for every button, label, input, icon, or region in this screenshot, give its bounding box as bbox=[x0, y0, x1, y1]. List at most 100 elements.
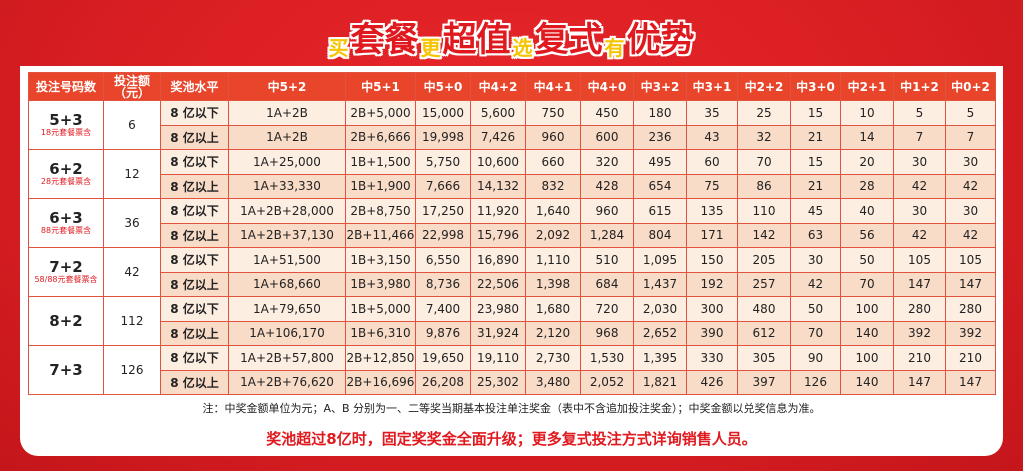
prize-cell: 390 bbox=[686, 320, 738, 346]
table-row: 8+2 112 8 亿以下 1A+79,650 1B+5,000 7,400 23,980 1… bbox=[28, 296, 996, 346]
table-row: 5+3 18元套餐票含 6 8 亿以下 1A+2B 2B+5,000 15,000 5,600… bbox=[28, 100, 996, 150]
pool-level: 8 亿以下 bbox=[160, 100, 229, 126]
table-row: 7+3 126 8 亿以下 1A+2B+57,800 2B+12,850 19,650 19… bbox=[28, 345, 996, 395]
prize-cell: 2B+6,666 bbox=[345, 124, 416, 150]
prize-cell: 147 bbox=[893, 369, 946, 395]
prize-cell: 1A+106,170 bbox=[228, 320, 346, 346]
prize-cell: 510 bbox=[580, 247, 634, 273]
prize-cell: 42 bbox=[893, 173, 946, 199]
prize-cell: 50 bbox=[840, 247, 894, 273]
prize-cell: 1B+1,900 bbox=[345, 173, 416, 199]
column-header: 中4+1 bbox=[525, 72, 581, 101]
prize-cell: 110 bbox=[737, 198, 791, 224]
prize-cell: 2B+12,850 bbox=[345, 345, 416, 371]
prize-cell: 147 bbox=[945, 271, 996, 297]
prize-cell: 3,480 bbox=[525, 369, 581, 395]
prize-cell: 70 bbox=[840, 271, 894, 297]
prize-cell: 43 bbox=[686, 124, 738, 150]
prize-cell: 305 bbox=[737, 345, 791, 371]
prize-cell: 1A+2B+28,000 bbox=[228, 198, 346, 224]
table-row: 8 亿以上 1A+106,170 1B+6,310 9,876 31,924 2,120 9… bbox=[29, 320, 996, 346]
prize-cell: 126 bbox=[790, 369, 841, 395]
package-note: 28元套餐票含 bbox=[40, 176, 92, 186]
prize-cell: 960 bbox=[580, 198, 634, 224]
prize-cell: 171 bbox=[686, 222, 738, 248]
pool-level: 8 亿以下 bbox=[160, 198, 229, 224]
prize-cell: 2,120 bbox=[525, 320, 581, 346]
prize-cell: 8,736 bbox=[415, 271, 471, 297]
column-header: 中0+2 bbox=[945, 72, 996, 101]
prize-cell: 2,052 bbox=[580, 369, 634, 395]
prize-cell: 1B+1,500 bbox=[345, 149, 416, 175]
table-row: 8 亿以上 1A+2B+76,620 2B+16,696 26,208 25,302 3,… bbox=[29, 369, 996, 395]
prize-cell: 45 bbox=[790, 198, 841, 224]
bet-price: 36 bbox=[103, 198, 161, 248]
prize-cell: 180 bbox=[633, 100, 687, 126]
prize-cell: 30 bbox=[945, 198, 996, 224]
title-part: 买 bbox=[328, 36, 349, 60]
prize-cell: 2,092 bbox=[525, 222, 581, 248]
bet-numbers-name: 5+3 bbox=[49, 110, 83, 129]
bet-price: 112 bbox=[103, 296, 161, 346]
prize-cell: 14,132 bbox=[470, 173, 526, 199]
table-body: 5+3 18元套餐票含 6 8 亿以下 1A+2B 2B+5,000 15,000 5,600… bbox=[28, 100, 996, 395]
prize-cell: 15 bbox=[790, 100, 841, 126]
prize-cell: 1,437 bbox=[633, 271, 687, 297]
table-row: 8 亿以上 1A+68,660 1B+3,980 8,736 22,506 1,398 68… bbox=[29, 271, 996, 297]
prize-cell: 1,530 bbox=[580, 345, 634, 371]
table-row: 7+2 58/88元套餐票含 42 8 亿以下 1A+51,500 1B+3,150 6,5… bbox=[28, 247, 996, 297]
prize-cell: 1,640 bbox=[525, 198, 581, 224]
prize-cell: 30 bbox=[945, 149, 996, 175]
prize-cell: 7,426 bbox=[470, 124, 526, 150]
prize-cell: 35 bbox=[686, 100, 738, 126]
bet-numbers-name: 8+2 bbox=[49, 311, 83, 330]
prize-cell: 600 bbox=[580, 124, 634, 150]
prize-cell: 22,998 bbox=[415, 222, 471, 248]
prize-cell: 140 bbox=[840, 369, 894, 395]
prize-cell: 19,650 bbox=[415, 345, 471, 371]
prize-cell: 30 bbox=[893, 149, 946, 175]
prize-cell: 25,302 bbox=[470, 369, 526, 395]
header-row: 投注号码数 投注额 （元） 奖池水平 中5+2 中5+1 中5+0 中4+2 中4+1 中4+0… bbox=[28, 72, 996, 101]
bet-numbers: 6+3 88元套餐票含 bbox=[28, 198, 104, 248]
prize-cell: 6,550 bbox=[415, 247, 471, 273]
prize-cell: 42 bbox=[945, 173, 996, 199]
column-header: 中2+2 bbox=[737, 72, 791, 101]
prize-cell: 17,250 bbox=[415, 198, 471, 224]
bet-numbers: 7+2 58/88元套餐票含 bbox=[28, 247, 104, 297]
prize-cell: 16,890 bbox=[470, 247, 526, 273]
pool-level: 8 亿以上 bbox=[160, 124, 229, 150]
prize-cell: 1,398 bbox=[525, 271, 581, 297]
prize-cell: 150 bbox=[686, 247, 738, 273]
prize-cell: 10,600 bbox=[470, 149, 526, 175]
prize-cell: 140 bbox=[840, 320, 894, 346]
pool-level: 8 亿以上 bbox=[160, 271, 229, 297]
prize-cell: 480 bbox=[737, 296, 791, 322]
prize-cell: 1A+2B bbox=[228, 100, 346, 126]
column-header: 投注号码数 bbox=[28, 72, 104, 101]
prize-cell: 10 bbox=[840, 100, 894, 126]
prize-cell: 32 bbox=[737, 124, 791, 150]
prize-cell: 392 bbox=[945, 320, 996, 346]
prize-cell: 100 bbox=[840, 345, 894, 371]
prize-cell: 1A+51,500 bbox=[228, 247, 346, 273]
prize-cell: 100 bbox=[840, 296, 894, 322]
prize-cell: 63 bbox=[790, 222, 841, 248]
prize-cell: 5 bbox=[945, 100, 996, 126]
prize-cell: 1B+6,310 bbox=[345, 320, 416, 346]
prize-cell: 2B+11,466 bbox=[345, 222, 416, 248]
title: 买套餐 更超值 选复式 有优势 bbox=[0, 12, 1023, 61]
prize-cell: 280 bbox=[945, 296, 996, 322]
prize-cell: 2B+16,696 bbox=[345, 369, 416, 395]
prize-cell: 1A+2B bbox=[228, 124, 346, 150]
prize-cell: 50 bbox=[790, 296, 841, 322]
table-row: 8 亿以上 1A+33,330 1B+1,900 7,666 14,132 832 428 6… bbox=[29, 173, 996, 199]
bet-numbers: 8+2 bbox=[28, 296, 104, 346]
prize-cell: 210 bbox=[893, 345, 946, 371]
column-header: 中1+2 bbox=[893, 72, 946, 101]
pool-level: 8 亿以下 bbox=[160, 149, 229, 175]
prize-cell: 495 bbox=[633, 149, 687, 175]
prize-cell: 1,284 bbox=[580, 222, 634, 248]
prize-cell: 320 bbox=[580, 149, 634, 175]
prize-cell: 1B+3,980 bbox=[345, 271, 416, 297]
